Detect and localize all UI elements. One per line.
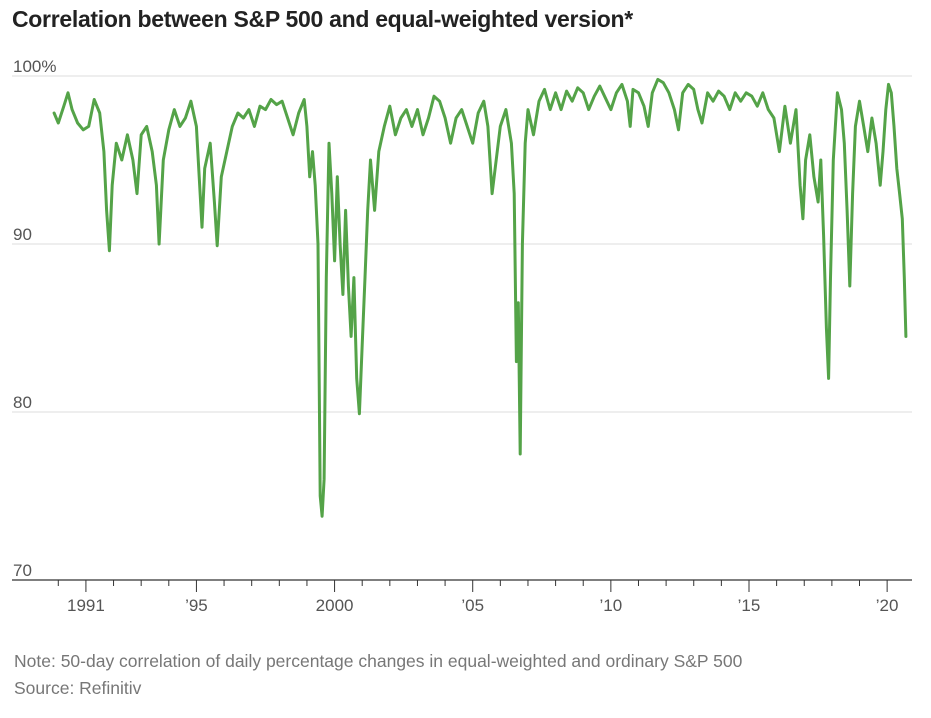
y-tick-labels: 100% 90 80 70 xyxy=(13,57,56,580)
note-text: Note: 50-day correlation of daily percen… xyxy=(14,651,743,671)
x-tick-label: 1991 xyxy=(67,596,105,615)
x-tick-label: ’10 xyxy=(600,596,623,615)
x-tick-label: ’05 xyxy=(461,596,484,615)
y-tick-label: 70 xyxy=(13,561,32,580)
series-line xyxy=(52,77,908,518)
x-tick-label: ’20 xyxy=(876,596,899,615)
chart-plot: 100% 90 80 70 1991 ’95 2000 ’05 ’10 ’15 ’20 xyxy=(12,57,912,615)
gridlines xyxy=(12,75,912,413)
x-tick-label: ’15 xyxy=(738,596,761,615)
y-tick-label: 80 xyxy=(13,393,32,412)
x-tick-label: ’95 xyxy=(185,596,208,615)
y-tick-label: 100% xyxy=(13,57,56,76)
y-tick-label: 90 xyxy=(13,225,32,244)
chart-title: Correlation between S&P 500 and equal-we… xyxy=(12,6,633,32)
x-tick-label: 2000 xyxy=(316,596,354,615)
chart-notes: Note: 50-day correlation of daily percen… xyxy=(14,648,742,702)
line-series xyxy=(52,77,908,518)
source-text: Source: Refinitiv xyxy=(14,678,142,698)
x-axis: 1991 ’95 2000 ’05 ’10 ’15 ’20 xyxy=(12,579,912,615)
